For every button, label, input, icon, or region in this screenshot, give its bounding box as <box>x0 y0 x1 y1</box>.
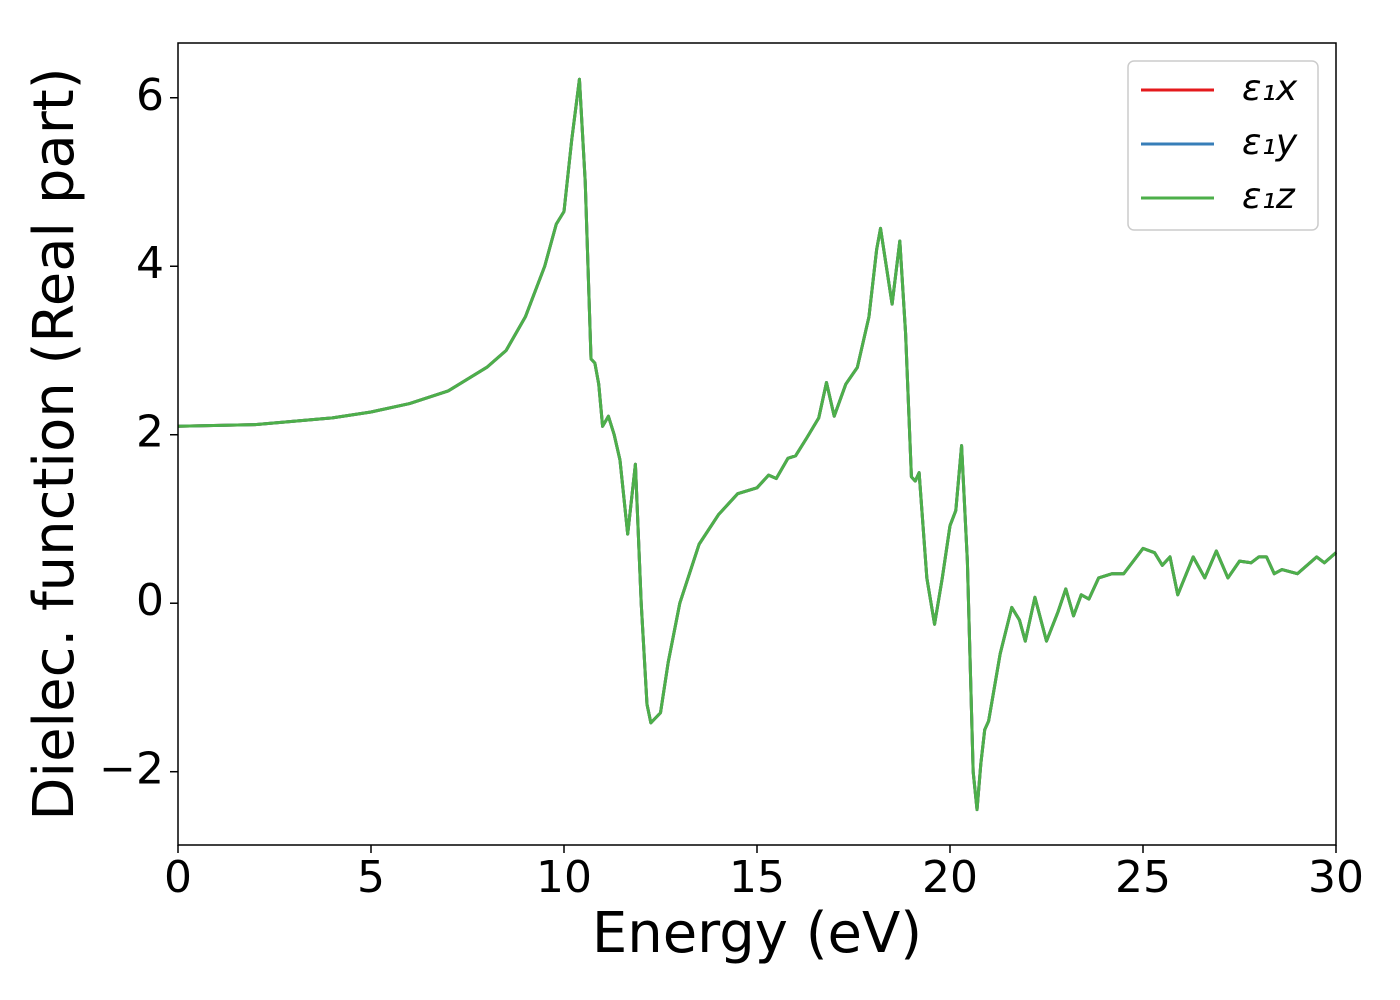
x-tick-label: 30 <box>1308 852 1364 903</box>
y-tick-label: −2 <box>99 744 164 795</box>
x-tick-label: 5 <box>357 852 385 903</box>
series-line <box>177 77 1337 812</box>
plot-frame <box>177 42 1337 846</box>
x-tick-label: 15 <box>729 852 785 903</box>
x-axis-label: Energy (eV) <box>592 901 922 966</box>
y-tick-label: 6 <box>136 70 164 121</box>
x-tick-label: 10 <box>536 852 592 903</box>
y-tick-label: 2 <box>136 407 164 458</box>
x-tick-label: 0 <box>164 852 192 903</box>
y-axis-label: Dielec. function (Real part) <box>22 67 87 820</box>
x-tick-label: 20 <box>922 852 978 903</box>
legend-box <box>1127 60 1319 231</box>
y-tick-label: 4 <box>136 238 164 289</box>
legend-label: ε₁z <box>1242 176 1296 217</box>
legend-label: ε₁x <box>1242 68 1298 109</box>
legend-label: ε₁y <box>1242 122 1298 163</box>
y-tick-label: 0 <box>136 575 164 626</box>
x-tick-label: 25 <box>1115 852 1171 903</box>
